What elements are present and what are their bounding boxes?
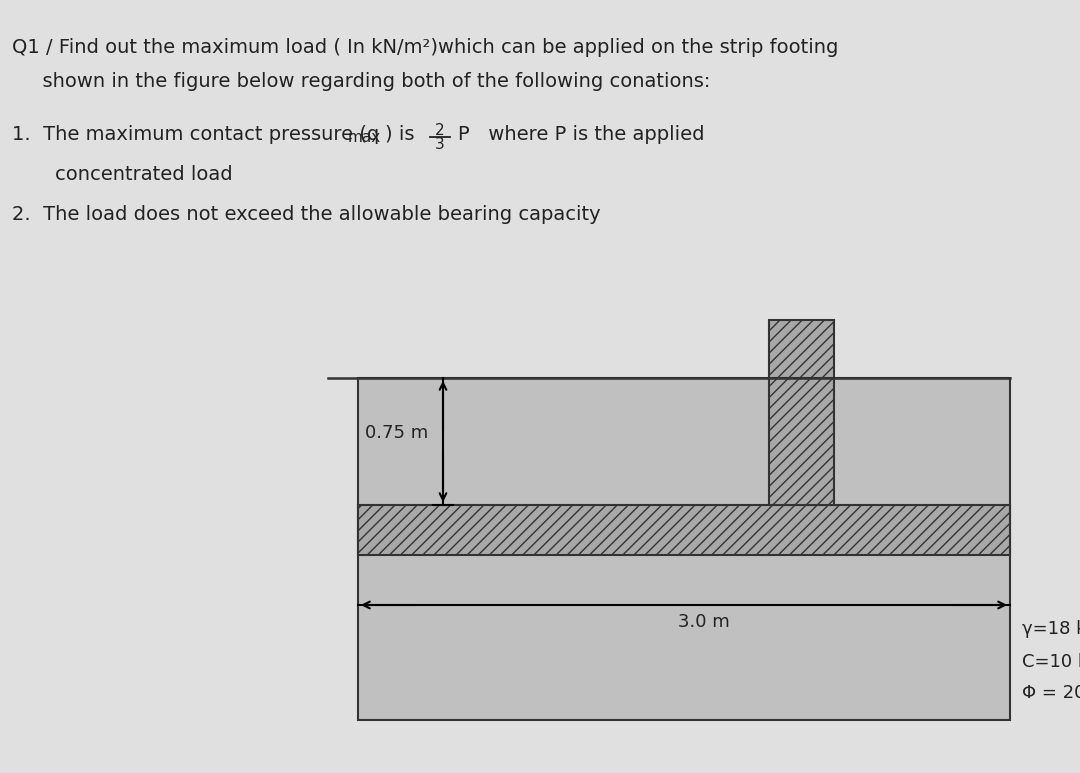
Text: ) is: ) is [384,125,415,144]
Bar [769,378,834,505]
Bar [357,505,1010,555]
Text: C=10 kN/m²: C=10 kN/m² [1022,652,1080,670]
Text: 3.0 m: 3.0 m [678,613,730,631]
Text: γ=18 kN/m³: γ=18 kN/m³ [1022,620,1080,638]
Bar [357,378,1010,720]
Text: 2: 2 [435,123,445,138]
Text: 3: 3 [435,137,445,152]
Text: P   where P is the applied: P where P is the applied [458,125,704,144]
Text: concentrated load: concentrated load [55,165,232,184]
Text: max: max [348,130,381,145]
Text: 2.  The load does not exceed the allowable bearing capacity: 2. The load does not exceed the allowabl… [12,205,600,224]
Text: Φ = 20°: Φ = 20° [1022,684,1080,702]
Bar [769,320,834,378]
Text: shown in the figure below regarding both of the following conations:: shown in the figure below regarding both… [30,72,711,91]
Text: 1.  The maximum contact pressure (q: 1. The maximum contact pressure (q [12,125,379,144]
Text: Q1 / Find out the maximum load ( In kN/m²)which can be applied on the strip foot: Q1 / Find out the maximum load ( In kN/m… [12,38,838,57]
Text: 0.75 m: 0.75 m [365,424,428,442]
